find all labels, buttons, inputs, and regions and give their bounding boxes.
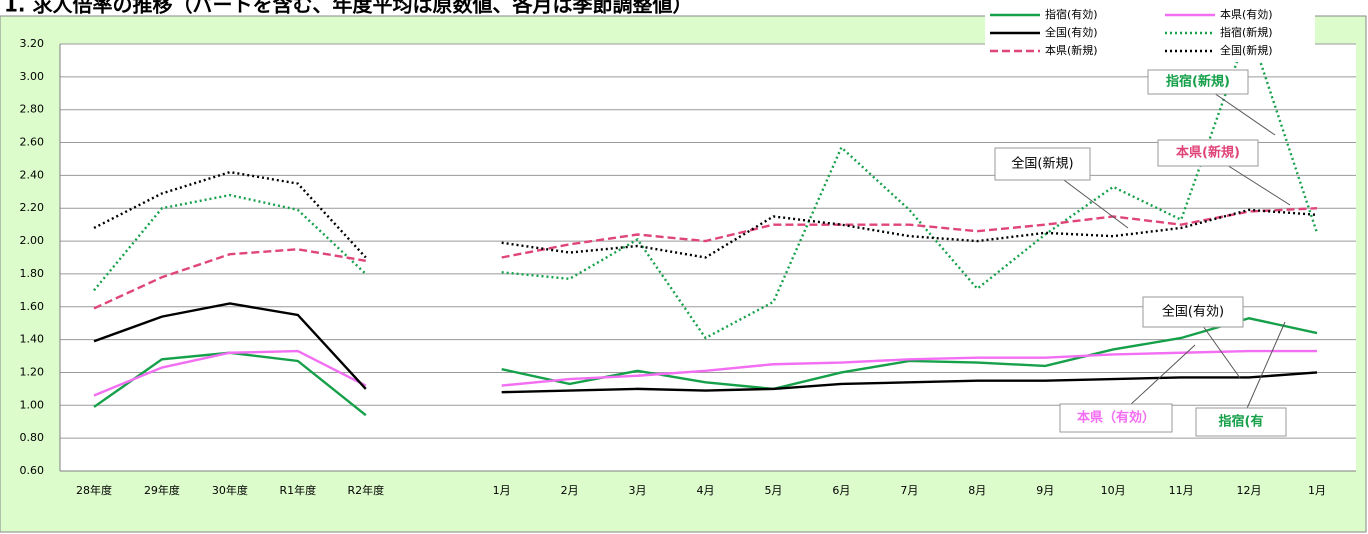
x-tick-label: R2年度 <box>347 483 384 497</box>
callout-box <box>1195 407 1287 437</box>
y-tick-label: 2.40 <box>20 168 45 181</box>
annotation: 全国(有効) <box>1162 304 1224 320</box>
legend-label: 全国(有効) <box>1045 25 1098 39</box>
x-tick-label: 11月 <box>1169 484 1194 497</box>
annotation: 指宿(有 <box>1219 414 1264 430</box>
y-tick-label: 3.00 <box>20 70 45 83</box>
x-tick-label: 8月 <box>968 484 986 497</box>
y-tick-label: 1.60 <box>20 300 45 313</box>
plot-lines <box>93 44 1319 417</box>
y-tick-label: 0.80 <box>20 431 45 444</box>
annotation: 本県(新規) <box>1176 145 1240 161</box>
x-tick-label: 3月 <box>629 484 647 497</box>
callout-box <box>1059 403 1173 433</box>
annotation: 本県（有効） <box>1077 410 1155 426</box>
y-tick-label: 1.00 <box>20 398 45 411</box>
y-tick-label: 1.20 <box>20 365 45 378</box>
callout-leader <box>1240 321 1286 423</box>
y-tick-label: 2.80 <box>20 103 45 116</box>
callout-box <box>1142 296 1244 328</box>
plot-area <box>60 44 1356 471</box>
series-line <box>93 170 1318 259</box>
legend-label: 指宿(有効) <box>1045 7 1098 21</box>
series-line <box>93 207 1318 310</box>
legend-label: 本県(新規) <box>1045 43 1098 57</box>
y-tick-label: 2.20 <box>20 201 45 214</box>
y-tick-label: 1.80 <box>20 267 45 280</box>
x-tick-label: 7月 <box>900 484 918 497</box>
x-tick-label: 9月 <box>1036 484 1054 497</box>
series-line <box>93 44 1319 340</box>
callout-box <box>994 147 1091 181</box>
x-tick-label: 30年度 <box>212 483 248 497</box>
callout-box <box>1157 139 1259 167</box>
x-tick-label: R1年度 <box>280 483 317 497</box>
series-line <box>93 302 1318 394</box>
y-tick-label: 1.40 <box>20 333 45 346</box>
annotation: 全国(新規) <box>1011 156 1073 172</box>
y-tick-label: 2.00 <box>20 234 45 247</box>
callout-box <box>1147 69 1249 95</box>
x-tick-label: 1月 <box>493 484 511 497</box>
x-tick-label: 2月 <box>561 484 579 497</box>
x-tick-label: 12月 <box>1237 484 1262 497</box>
x-tick-label: 4月 <box>697 484 715 497</box>
series-line <box>93 349 1317 397</box>
legend-label: 全国(新規) <box>1220 43 1273 57</box>
x-tick-label: 1月 <box>1308 484 1326 497</box>
annotation: 指宿(新規) <box>1166 74 1230 90</box>
x-tick-label: 28年度 <box>76 483 112 497</box>
x-tick-label: 29年度 <box>144 483 180 497</box>
legend-label: 本県(有効) <box>1220 7 1273 21</box>
x-tick-label: 6月 <box>832 484 850 497</box>
legend-label: 指宿(新規) <box>1220 25 1273 39</box>
y-tick-label: 0.60 <box>20 464 45 477</box>
x-tick-label: 10月 <box>1101 484 1126 497</box>
y-tick-label: 3.20 <box>20 37 45 50</box>
x-tick-label: 5月 <box>764 484 782 497</box>
y-tick-label: 2.60 <box>20 136 45 149</box>
chart-title: 1. 求人倍率の推移（パートを含む、年度平均は原数値、各月は季節調整値） <box>4 0 692 17</box>
